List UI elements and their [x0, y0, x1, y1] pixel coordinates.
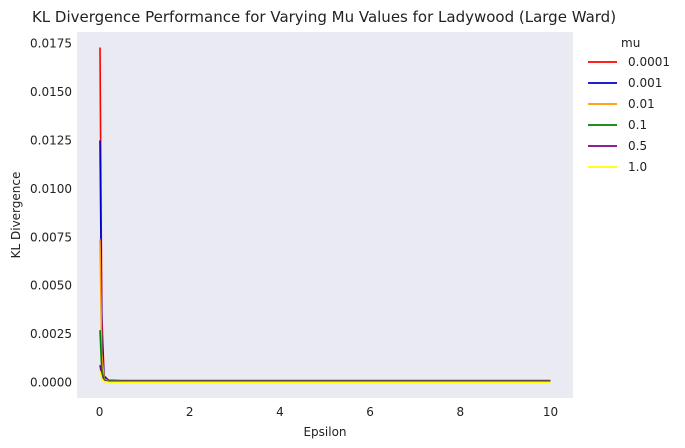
- legend-entry-label: 0.5: [628, 139, 647, 153]
- legend-entry-label: 0.01: [628, 97, 655, 111]
- y-tick-label: 0.0100: [30, 182, 72, 196]
- x-tick-label: 6: [366, 405, 374, 419]
- legend-entry-label: 0.1: [628, 118, 647, 132]
- x-tick-label: 2: [186, 405, 194, 419]
- y-tick-label: 0.0125: [30, 133, 72, 147]
- y-tick-label: 0.0025: [30, 327, 72, 341]
- legend-entry-label: 0.0001: [628, 55, 670, 69]
- series-layer: [99, 47, 551, 384]
- plot-area: [77, 32, 573, 398]
- legend-title: mu: [621, 36, 640, 50]
- x-tick-label: 10: [543, 405, 558, 419]
- series-line-1-0: [99, 370, 551, 384]
- legend-entry-label: 1.0: [628, 160, 647, 174]
- chart-title: KL Divergence Performance for Varying Mu…: [32, 8, 616, 26]
- legend-entry-label: 0.001: [628, 76, 662, 90]
- x-tick-label: 4: [276, 405, 284, 419]
- y-tick-label: 0.0050: [30, 279, 72, 293]
- x-tick-label: 8: [456, 405, 464, 419]
- y-tick-label: 0.0175: [30, 37, 72, 51]
- x-axis-ticks: 0 2 4 6 8 10: [96, 405, 558, 419]
- y-axis-ticks: 0.0000 0.0025 0.0050 0.0075 0.0100 0.0125 0.01…: [30, 37, 72, 390]
- y-axis-label: KL Divergence: [9, 172, 23, 259]
- x-tick-label: 0: [96, 405, 104, 419]
- x-axis-label: Epsilon: [303, 425, 346, 439]
- y-tick-label: 0.0075: [30, 230, 72, 244]
- y-tick-label: 0.0000: [30, 376, 72, 390]
- legend: mu 0.0001 0.001 0.01 0.1 0.5 1.0: [588, 36, 670, 174]
- y-tick-label: 0.0150: [30, 85, 72, 99]
